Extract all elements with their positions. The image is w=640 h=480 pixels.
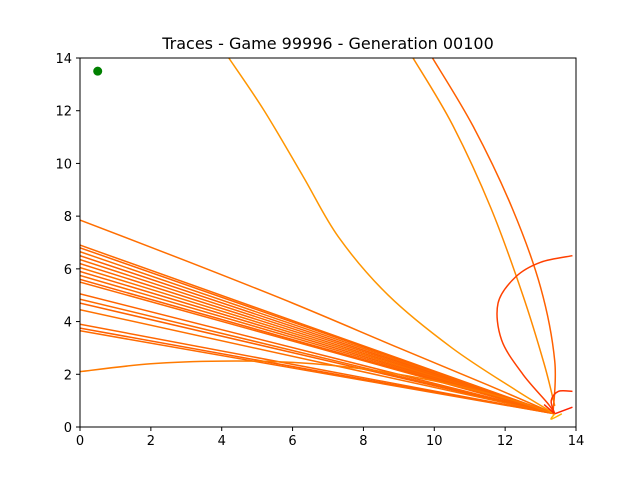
trace-line bbox=[228, 58, 556, 415]
y-tick-label: 8 bbox=[64, 210, 72, 225]
trace-line bbox=[543, 404, 556, 415]
plot-area bbox=[79, 57, 577, 428]
y-tick-label: 10 bbox=[55, 157, 72, 172]
axes-group: 0 2 4 6 8 10 12 14 0 2 4 6 8 10 12 14 bbox=[55, 52, 584, 449]
x-tick-label: 6 bbox=[288, 434, 296, 449]
fan-trace-line bbox=[80, 281, 555, 415]
trace-line bbox=[431, 58, 557, 414]
chart-title: Traces - Game 99996 - Generation 00100 bbox=[161, 34, 494, 53]
fan-trace-line bbox=[80, 293, 555, 415]
x-tick-label: 4 bbox=[218, 434, 226, 449]
x-tick-label: 10 bbox=[426, 434, 443, 449]
trace-line bbox=[80, 360, 555, 415]
marker-group bbox=[93, 66, 103, 76]
trace-line bbox=[550, 413, 563, 420]
y-tick-label: 0 bbox=[64, 421, 72, 436]
target-point bbox=[93, 66, 103, 76]
trace-line bbox=[550, 389, 573, 415]
x-tick-label: 14 bbox=[568, 434, 585, 449]
trace-line bbox=[554, 406, 573, 415]
x-tick-label: 8 bbox=[359, 434, 367, 449]
y-tick-label: 6 bbox=[64, 263, 72, 278]
x-tick-label: 2 bbox=[147, 434, 155, 449]
x-tick-label: 0 bbox=[76, 434, 84, 449]
plot-frame bbox=[79, 57, 577, 428]
y-tick-label: 4 bbox=[64, 316, 72, 331]
trace-line bbox=[412, 58, 556, 407]
fan-trace-line bbox=[80, 302, 555, 415]
trace-line bbox=[496, 254, 573, 415]
y-tick-label: 14 bbox=[55, 52, 72, 67]
y-tick-label: 2 bbox=[64, 368, 72, 383]
series-group bbox=[80, 58, 573, 420]
fan-trace-line bbox=[80, 308, 555, 415]
y-tick-label: 12 bbox=[55, 105, 72, 120]
fan-trace-line bbox=[80, 330, 555, 415]
x-tick-label: 12 bbox=[497, 434, 514, 449]
trace-line bbox=[80, 219, 556, 415]
